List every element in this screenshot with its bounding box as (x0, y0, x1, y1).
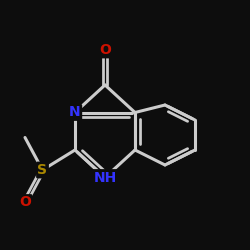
Text: O: O (19, 196, 31, 209)
Text: N: N (69, 106, 81, 120)
Text: NH: NH (94, 170, 116, 184)
Text: S: S (38, 163, 48, 177)
Text: O: O (99, 43, 111, 57)
